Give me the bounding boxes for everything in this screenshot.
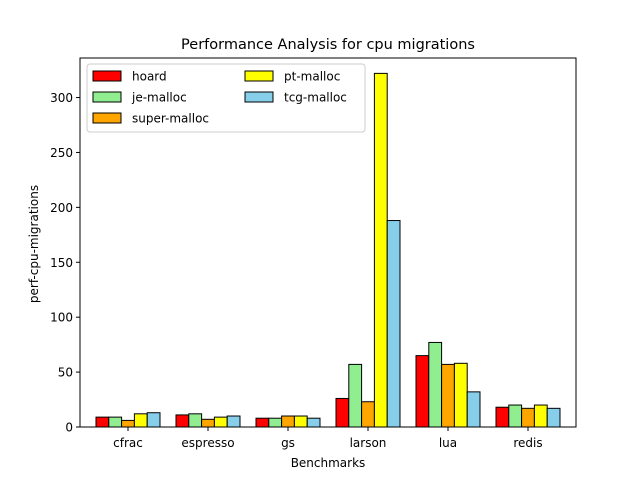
bar-super-malloc-redis bbox=[521, 407, 535, 428]
axes-group: cfrac espresso gs larson lua redis 0 50 100 150 20… bbox=[50, 57, 577, 450]
y-tick-label-150: 150 bbox=[50, 256, 73, 270]
bar-super-malloc-espresso bbox=[201, 418, 215, 428]
y-tick-label-300: 300 bbox=[50, 91, 73, 105]
x-tick-label-gs: gs bbox=[281, 436, 295, 450]
legend-swatch-tcg-malloc bbox=[244, 91, 274, 103]
legend-label-hoard: hoard bbox=[132, 70, 167, 84]
bar-super-malloc-lua bbox=[441, 363, 455, 428]
x-tick-label-lua: lua bbox=[439, 436, 457, 450]
bar-tcg-malloc-gs bbox=[306, 417, 321, 428]
y-tick-label-250: 250 bbox=[50, 146, 73, 160]
bar-tcg-malloc-larson bbox=[386, 220, 401, 428]
bar-je-malloc-larson bbox=[348, 363, 363, 428]
x-tick-label-cfrac: cfrac bbox=[113, 436, 143, 450]
bar-pt-malloc-cfrac bbox=[133, 413, 148, 428]
y-tick-label-0: 0 bbox=[65, 421, 73, 435]
bar-pt-malloc-larson bbox=[373, 72, 388, 428]
y-tick-label-50: 50 bbox=[58, 366, 73, 380]
bar-hoard-gs bbox=[255, 417, 270, 428]
bar-hoard-lua bbox=[415, 355, 430, 428]
bar-tcg-malloc-cfrac bbox=[146, 412, 161, 428]
legend-swatch-super-malloc bbox=[92, 112, 122, 124]
bar-tcg-malloc-redis bbox=[546, 407, 561, 428]
legend-label-super-malloc: super-malloc bbox=[132, 112, 209, 126]
chart-title: Performance Analysis for cpu migrations bbox=[181, 37, 475, 53]
x-axis-label: Benchmarks bbox=[291, 456, 366, 470]
y-tick-label-200: 200 bbox=[50, 201, 73, 215]
x-tick-label-larson: larson bbox=[350, 436, 387, 450]
bar-tcg-malloc-espresso bbox=[226, 415, 241, 428]
bar-super-malloc-larson bbox=[361, 401, 375, 428]
bar-pt-malloc-redis bbox=[533, 404, 548, 428]
x-tick-label-redis: redis bbox=[513, 436, 542, 450]
bar-super-malloc-gs bbox=[281, 415, 295, 428]
bar-hoard-larson bbox=[335, 397, 350, 428]
bar-hoard-redis bbox=[495, 406, 510, 428]
legend-swatch-hoard bbox=[92, 70, 122, 82]
bar-pt-malloc-gs bbox=[293, 415, 308, 428]
bar-hoard-espresso bbox=[175, 414, 190, 428]
legend: hoard je-malloc super-malloc pt-malloc tcg-m… bbox=[86, 63, 366, 133]
legend-swatch-pt-malloc bbox=[244, 70, 274, 82]
bar-hoard-cfrac bbox=[95, 416, 110, 428]
legend-box bbox=[86, 63, 366, 133]
bar-tcg-malloc-lua bbox=[466, 391, 481, 428]
bar-je-malloc-cfrac bbox=[108, 416, 123, 428]
legend-swatch-je-malloc bbox=[92, 91, 122, 103]
bar-pt-malloc-lua bbox=[453, 362, 468, 428]
bar-pt-malloc-espresso bbox=[213, 416, 228, 428]
y-axis-label: perf-cpu-migrations bbox=[27, 185, 41, 303]
y-tick-label-100: 100 bbox=[50, 311, 73, 325]
legend-label-pt-malloc: pt-malloc bbox=[284, 70, 340, 84]
plot-frame bbox=[79, 57, 577, 428]
bar-je-malloc-gs bbox=[268, 417, 283, 428]
legend-label-je-malloc: je-malloc bbox=[131, 91, 187, 105]
bar-je-malloc-espresso bbox=[188, 413, 203, 428]
bar-je-malloc-redis bbox=[508, 404, 523, 428]
legend-label-tcg-malloc: tcg-malloc bbox=[284, 91, 347, 105]
bar-je-malloc-lua bbox=[428, 341, 443, 428]
bar-super-malloc-cfrac bbox=[121, 419, 135, 428]
x-tick-label-espresso: espresso bbox=[181, 436, 234, 450]
